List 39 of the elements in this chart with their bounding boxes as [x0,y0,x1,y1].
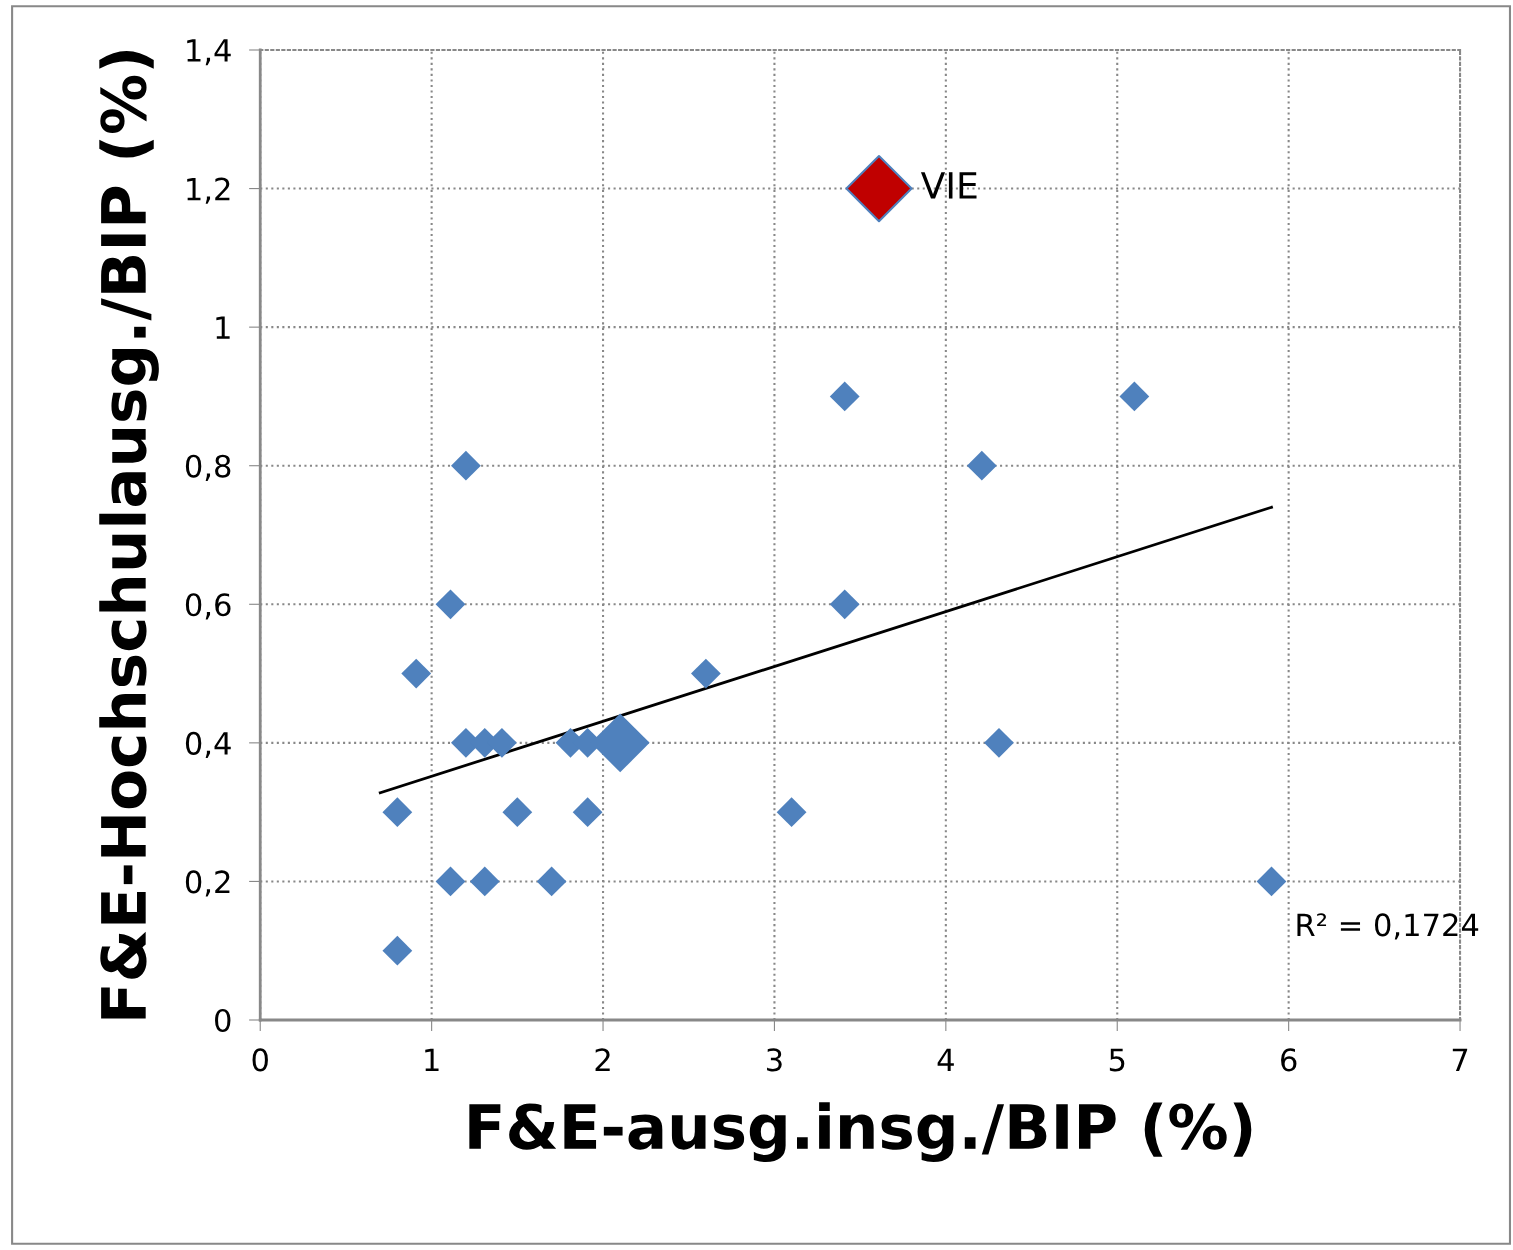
y-tick-label: 1 [216,316,230,339]
point [572,797,603,828]
point [382,797,413,828]
x-tick-label: 2 [595,1048,610,1071]
point [1119,381,1150,412]
x-tick-label: 3 [767,1048,782,1072]
x-tick-label: 6 [1281,1048,1297,1072]
x-tick-label: 7 [1452,1048,1468,1071]
y-tick-label: 0,4 [185,731,231,759]
point [1256,866,1287,897]
y-tick-label: 0,6 [185,593,231,620]
point [451,450,481,481]
x-tick-label: 4 [937,1048,954,1071]
point [469,866,500,897]
point [829,381,860,412]
annotation: R² = 0,1724 [1297,913,1479,940]
point [401,658,432,689]
y-tick-label: 1,2 [187,177,230,204]
point [690,658,721,689]
point [829,589,860,620]
x-axis-title: F&E-ausg.insg./BIP (%) [469,1102,1252,1162]
x-tick-label: 0 [252,1048,268,1072]
point [382,935,413,966]
point [502,797,533,828]
point [536,866,567,897]
point [984,727,1014,758]
y-tick-label: 0,2 [185,870,230,897]
point [966,450,997,481]
point [435,589,466,620]
series-label: VIE [920,172,977,199]
point [845,154,913,223]
point [435,866,466,897]
y-tick-label: 1,4 [187,39,231,66]
y-axis-title: F&E-Hochschulausg./BIP (%) [99,51,159,1019]
y-tick-label: 0,8 [185,454,231,481]
y-tick-label: 0 [215,1008,231,1033]
point [776,797,807,828]
x-tick-label: 5 [1109,1048,1125,1072]
x-tick-label: 1 [425,1048,439,1071]
